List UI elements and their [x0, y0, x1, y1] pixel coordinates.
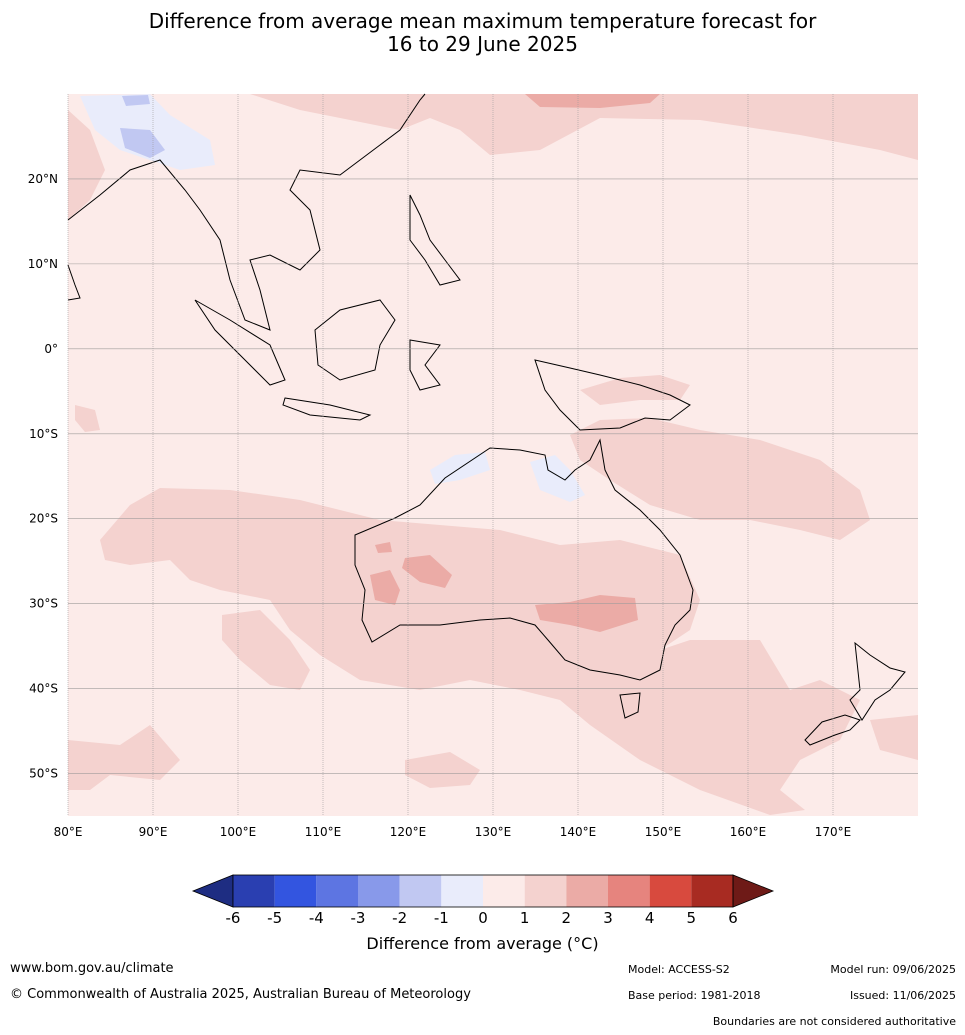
- coastlines: [67, 93, 906, 746]
- colorbar-segment: [483, 875, 525, 907]
- latitude-label: 20°S: [29, 512, 58, 526]
- colorbar-segment: [441, 875, 483, 907]
- colorbar-segment: [649, 875, 692, 907]
- model-run-date: Model run: 09/06/2025: [830, 963, 956, 976]
- copyright-notice: © Commonwealth of Australia 2025, Austra…: [10, 987, 471, 1002]
- colorbar-tick-label: 6: [728, 909, 738, 927]
- colorbar-segment: [399, 875, 442, 907]
- title-line-2: 16 to 29 June 2025: [387, 32, 578, 56]
- coastline-new-zealand-north: [849, 641, 906, 721]
- colorbar-min-arrow: [191, 874, 234, 908]
- coastline-borneo: [314, 299, 396, 381]
- longitude-label: 120°E: [390, 825, 427, 839]
- anomaly-region-indian-west: [222, 610, 310, 690]
- coastline-australia: [354, 438, 694, 681]
- colorbar-segment: [691, 875, 733, 907]
- anomaly-region-new-guinea: [580, 375, 690, 405]
- longitude-label: 90°E: [139, 825, 168, 839]
- boundaries-disclaimer: Boundaries are not considered authoritat…: [712, 1015, 956, 1028]
- longitude-label: 130°E: [475, 825, 512, 839]
- colorbar-segment: [274, 875, 317, 907]
- colorbar-tick-label: -6: [226, 909, 241, 927]
- colorbar-segment: [566, 875, 608, 907]
- website-link[interactable]: www.bom.gov.au/climate: [10, 961, 174, 976]
- anomaly-region-wa-hotspot: [370, 570, 400, 605]
- anomaly-region-central-hotspot: [402, 555, 452, 588]
- colorbar-segment: [524, 875, 567, 907]
- coastline-sulawesi: [409, 339, 441, 391]
- coastline-india-tip: [67, 264, 81, 301]
- colorbar-segment: [316, 875, 358, 907]
- longitude-label: 80°E: [54, 825, 83, 839]
- graticule: [67, 94, 918, 816]
- title-line-1: Difference from average mean maximum tem…: [148, 9, 817, 33]
- anomaly-region-west-india: [68, 110, 105, 220]
- colorbar-tick-label: 4: [645, 909, 655, 927]
- colorbar-tick-labels: -6 -5 -4 -3 -2 -1 0 1 2 3 4 5 6: [226, 909, 738, 927]
- anomaly-regions: [68, 94, 918, 815]
- coastline-tasmania: [619, 692, 641, 719]
- anomaly-region-hotspot-small: [375, 542, 392, 553]
- colorbar-label: Difference from average (°C): [366, 934, 599, 953]
- colorbar-tick-label: 1: [520, 909, 530, 927]
- colorbar-tick-label: -1: [434, 909, 449, 927]
- longitude-labels: 80°E 90°E 100°E 110°E 120°E 130°E 140°E 150°E 16…: [54, 825, 852, 839]
- latitude-label: 10°N: [28, 257, 58, 271]
- anomaly-region-qld-cool: [530, 455, 585, 502]
- colorbar-max-arrow: [732, 874, 775, 908]
- anomaly-region-australia-indian: [100, 488, 860, 815]
- anomaly-region-tibet-colder: [120, 128, 165, 158]
- coastline-sumatra: [194, 299, 286, 386]
- map-title: Difference from average mean maximum tem…: [0, 10, 965, 56]
- longitude-label: 100°E: [220, 825, 257, 839]
- colorbar-tick-label: -4: [309, 909, 324, 927]
- colorbar-segment: [358, 875, 400, 907]
- longitude-label: 170°E: [815, 825, 852, 839]
- anomaly-region-south-indian: [405, 752, 480, 788]
- colorbar-tick-label: 0: [478, 909, 488, 927]
- latitude-label: 10°S: [29, 427, 58, 441]
- coastline-mainland-asia: [67, 93, 426, 331]
- longitude-label: 140°E: [560, 825, 597, 839]
- longitude-label: 110°E: [305, 825, 342, 839]
- coastline-new-guinea: [534, 359, 691, 431]
- anomaly-region-nsw-hotspot: [535, 595, 638, 632]
- base-period: Base period: 1981-2018: [628, 989, 761, 1002]
- anomaly-region-tibet-colder-north: [122, 95, 150, 106]
- latitude-label: 40°S: [29, 682, 58, 696]
- latitude-label: 20°N: [28, 172, 58, 186]
- colorbar-segment: [608, 875, 650, 907]
- colorbar-tick-label: -5: [267, 909, 282, 927]
- latitude-labels: 20°N 10°N 0° 10°S 20°S 30°S 40°S 50°S: [28, 172, 58, 781]
- latitude-label: 0°: [44, 342, 58, 356]
- latitude-label: 30°S: [29, 597, 58, 611]
- coastline-philippines: [409, 194, 461, 286]
- model-name: Model: ACCESS-S2: [628, 963, 730, 976]
- colorbar-outline: [232, 874, 734, 908]
- latitude-label: 50°S: [29, 767, 58, 781]
- colorbar-segment: [233, 875, 275, 907]
- colorbar-tick-label: 2: [562, 909, 572, 927]
- issued-date: Issued: 11/06/2025: [849, 989, 956, 1002]
- colorbar-tick-label: -3: [351, 909, 366, 927]
- anomaly-region-north-pacific-hot: [525, 94, 660, 108]
- anomaly-region-small-west: [75, 405, 100, 432]
- longitude-label: 160°E: [730, 825, 767, 839]
- anomaly-region-pacific-north: [250, 94, 918, 160]
- anomaly-region-tasman: [870, 715, 918, 760]
- colorbar-tick-label: 5: [687, 909, 697, 927]
- coastline-new-zealand-south: [804, 714, 861, 746]
- colorbar: [191, 874, 775, 908]
- colorbar-tick-label: 3: [603, 909, 613, 927]
- coastline-java: [282, 397, 372, 421]
- longitude-label: 150°E: [645, 825, 682, 839]
- colorbar-tick-label: -2: [392, 909, 407, 927]
- anomaly-region-coral-sea: [570, 418, 870, 540]
